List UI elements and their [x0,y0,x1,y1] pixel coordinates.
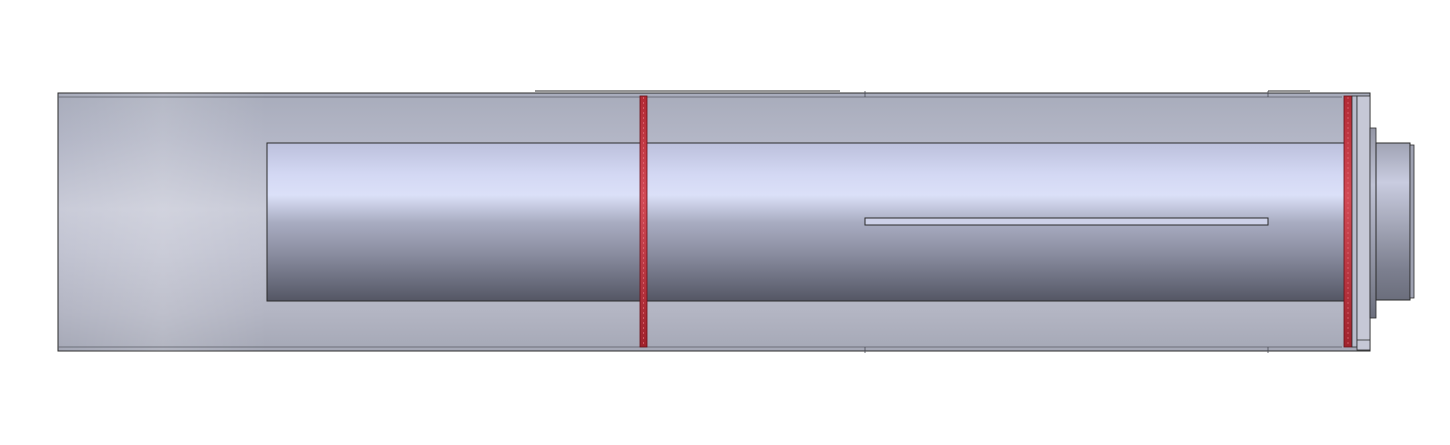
end-seal-ring [1343,95,1353,348]
end-flange [1351,95,1371,351]
end-cap [1369,127,1415,319]
inner-tube-slot [864,217,1269,226]
middle-seal-ring [639,95,648,348]
